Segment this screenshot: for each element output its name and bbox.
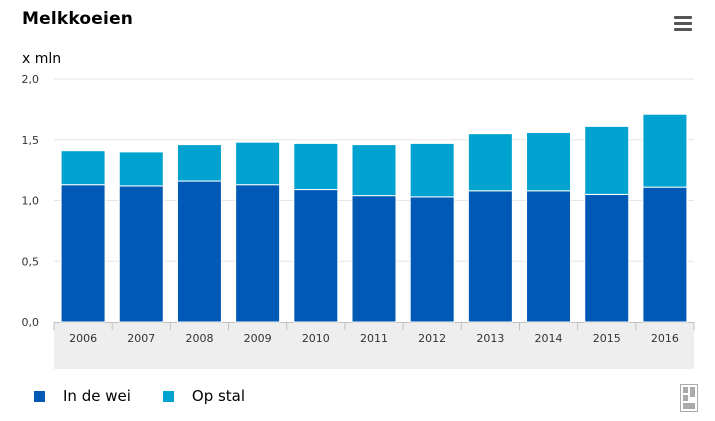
bar-in-de-wei-2015[interactable] (584, 193, 630, 323)
x-tick-label: 2015 (593, 332, 621, 345)
cbs-logo-icon (680, 384, 698, 412)
bar-op-stal-2016[interactable] (642, 113, 688, 188)
y-tick-label: 2,0 (22, 73, 40, 86)
bar-op-stal-2007[interactable] (118, 151, 164, 187)
x-tick-label: 2010 (302, 332, 330, 345)
bar-in-de-wei-2014[interactable] (526, 190, 572, 323)
x-tick-label: 2013 (476, 332, 504, 345)
x-tick-label: 2008 (185, 332, 213, 345)
chart-title: Melkkoeien (22, 9, 134, 29)
legend-swatch-op-stal (162, 390, 174, 402)
x-tick-label: 2016 (651, 332, 679, 345)
x-tick-label: 2006 (69, 332, 97, 345)
y-tick-label: 0,5 (22, 255, 40, 268)
bar-in-de-wei-2006[interactable] (60, 184, 106, 323)
legend-label-in-de-wei: In de wei (63, 387, 131, 405)
x-axis-band (54, 322, 694, 369)
bar-in-de-wei-2008[interactable] (176, 180, 222, 323)
bar-op-stal-2013[interactable] (467, 133, 513, 192)
bar-op-stal-2015[interactable] (584, 125, 630, 195)
legend-item-in-de-wei[interactable]: In de wei (34, 387, 131, 405)
bar-in-de-wei-2016[interactable] (642, 186, 688, 323)
hamburger-menu-icon[interactable] (674, 16, 692, 32)
bar-op-stal-2009[interactable] (235, 141, 281, 186)
y-tick-label: 1,0 (22, 195, 40, 208)
bar-op-stal-2010[interactable] (293, 142, 339, 191)
y-axis-label: x mln (22, 51, 62, 67)
x-tick-label: 2009 (244, 332, 272, 345)
legend-item-op-stal[interactable]: Op stal (162, 387, 246, 405)
bar-op-stal-2011[interactable] (351, 144, 397, 197)
bar-op-stal-2012[interactable] (409, 142, 455, 198)
bar-in-de-wei-2010[interactable] (293, 189, 339, 323)
x-tick-label: 2014 (535, 332, 563, 345)
bar-op-stal-2008[interactable] (176, 144, 222, 182)
bar-in-de-wei-2013[interactable] (467, 190, 513, 323)
legend: In de wei Op stal (34, 387, 277, 405)
y-tick-label: 0,0 (22, 316, 40, 329)
bar-in-de-wei-2009[interactable] (235, 184, 281, 323)
y-tick-label: 1,5 (22, 134, 40, 147)
x-tick-label: 2011 (360, 332, 388, 345)
legend-swatch-in-de-wei (34, 390, 45, 402)
legend-label-op-stal: Op stal (191, 387, 246, 405)
x-tick-label: 2012 (418, 332, 446, 345)
bar-in-de-wei-2011[interactable] (351, 195, 397, 323)
bar-op-stal-2006[interactable] (60, 150, 106, 186)
bar-in-de-wei-2012[interactable] (409, 196, 455, 323)
bar-op-stal-2014[interactable] (526, 131, 572, 192)
bar-in-de-wei-2007[interactable] (118, 185, 164, 323)
x-tick-label: 2007 (127, 332, 155, 345)
